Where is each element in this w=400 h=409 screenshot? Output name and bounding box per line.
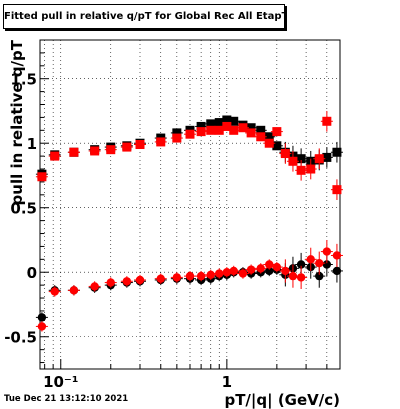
data-point-circle (206, 270, 215, 280)
y-axis-label: pull in relative q/pT (8, 39, 26, 205)
data-point-circle (229, 266, 238, 276)
data-point-square (69, 147, 79, 157)
data-point-square (172, 133, 182, 143)
data-point-square (229, 116, 239, 126)
data-point-square (214, 125, 224, 135)
data-point-square (222, 115, 232, 125)
x-tick-label: 1 (222, 373, 232, 391)
data-point-circle (172, 273, 182, 282)
data-point-square (322, 152, 332, 162)
data-point-square (206, 119, 216, 129)
data-point-square (238, 123, 248, 133)
data-point-square (296, 165, 306, 175)
data-point-circle (256, 264, 265, 273)
data-point-circle (135, 275, 145, 285)
data-point-square (256, 132, 266, 142)
data-point-square (214, 118, 224, 128)
data-point-square (272, 141, 282, 151)
data-point-circle (332, 266, 342, 276)
data-point-square (306, 164, 316, 174)
y-tick-label: 1 (27, 135, 37, 153)
data-point-circle (296, 260, 306, 269)
data-point-square (288, 156, 298, 166)
data-point-square (50, 151, 60, 161)
data-series (35, 239, 343, 332)
data-point-square (156, 137, 166, 147)
data-point-square (332, 147, 342, 157)
data-point-circle (265, 266, 274, 276)
data-point-circle (196, 271, 206, 281)
x-tick-label: 10⁻¹ (43, 373, 78, 391)
data-point-square (106, 145, 116, 155)
data-point-square (172, 128, 182, 138)
data-point-circle (185, 271, 195, 281)
data-point-square (296, 154, 306, 164)
data-point-square (185, 129, 195, 139)
data-point-circle (156, 274, 165, 283)
data-point-circle (37, 322, 47, 331)
data-point-circle (37, 313, 47, 322)
data-point-circle (288, 271, 298, 281)
data-point-circle (50, 287, 59, 296)
data-point-circle (246, 265, 256, 274)
data-point-square (246, 123, 256, 133)
data-point-square (246, 128, 256, 138)
data-point-circle (90, 282, 99, 291)
data-point-square (196, 121, 206, 131)
data-point-circle (272, 262, 282, 272)
data-point-circle (281, 266, 290, 276)
data-point-circle (315, 259, 324, 268)
data-series (35, 110, 343, 200)
data-point-square (322, 116, 332, 126)
chart-title: Fitted pull in relative q/pT for Global … (3, 4, 285, 29)
data-point-square (206, 125, 216, 135)
data-point-square (196, 127, 206, 137)
data-point-square (280, 149, 290, 159)
data-point-circle (106, 278, 115, 287)
data-point-circle (222, 268, 232, 277)
y-tick-label: 1.5 (10, 71, 37, 89)
data-point-circle (315, 271, 324, 281)
data-point-circle (215, 269, 224, 278)
data-point-square (37, 172, 47, 182)
data-point-square (314, 154, 324, 164)
data-point-square (135, 140, 145, 150)
data-point-square (332, 185, 342, 195)
data-point-square (264, 132, 274, 142)
data-point-square (90, 146, 100, 156)
data-point-square (272, 127, 282, 137)
data-point-square (122, 142, 132, 152)
data-point-circle (322, 247, 332, 256)
data-point-square (222, 121, 232, 131)
data-point-circle (296, 273, 306, 282)
data-point-circle (332, 251, 342, 260)
timestamp: Tue Dec 21 13:12:10 2021 (4, 394, 129, 404)
y-tick-label: 0 (27, 264, 37, 282)
x-axis-label: pT/|q| (GeV/c) (224, 391, 340, 409)
y-tick-label: -0.5 (4, 329, 37, 347)
data-point-square (264, 138, 274, 148)
data-point-square (256, 125, 266, 135)
data-point-circle (238, 269, 248, 278)
data-point-circle (306, 255, 315, 264)
data-point-circle (69, 286, 79, 295)
y-tick-label: 0.5 (10, 200, 37, 218)
data-point-circle (322, 260, 332, 269)
data-point-square (229, 125, 239, 135)
data-point-circle (122, 277, 132, 286)
